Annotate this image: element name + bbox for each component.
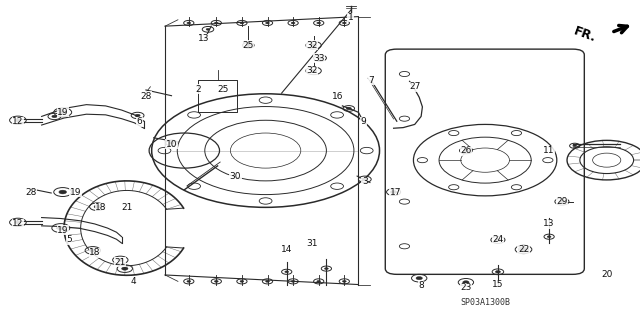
Circle shape <box>240 280 244 282</box>
Text: 18: 18 <box>95 204 107 212</box>
Circle shape <box>559 200 565 203</box>
Text: 31: 31 <box>307 239 318 248</box>
Circle shape <box>214 22 218 24</box>
Circle shape <box>52 115 57 118</box>
Text: 24: 24 <box>492 235 504 244</box>
Circle shape <box>342 280 346 282</box>
Circle shape <box>390 190 397 194</box>
Text: 3: 3 <box>362 177 367 186</box>
Text: 4: 4 <box>131 277 136 286</box>
Circle shape <box>240 22 244 24</box>
Circle shape <box>135 114 140 117</box>
Circle shape <box>317 22 321 24</box>
Text: 22: 22 <box>518 245 529 254</box>
Text: 26: 26 <box>460 146 472 155</box>
Circle shape <box>117 258 124 262</box>
Circle shape <box>495 238 501 241</box>
Text: 12: 12 <box>12 219 24 228</box>
Circle shape <box>547 236 551 238</box>
Circle shape <box>15 119 21 122</box>
Text: 32: 32 <box>307 41 318 50</box>
Circle shape <box>310 44 317 47</box>
Text: 12: 12 <box>12 117 24 126</box>
Circle shape <box>310 69 317 72</box>
Circle shape <box>122 267 128 270</box>
Circle shape <box>362 178 367 181</box>
Circle shape <box>346 107 351 110</box>
Circle shape <box>57 226 65 230</box>
Circle shape <box>324 268 328 270</box>
Text: 33: 33 <box>313 54 324 63</box>
Text: 1: 1 <box>348 13 353 22</box>
Circle shape <box>495 271 500 273</box>
Circle shape <box>463 281 469 284</box>
Text: 11: 11 <box>543 146 555 155</box>
Circle shape <box>416 277 422 280</box>
Text: 30: 30 <box>230 172 241 181</box>
Circle shape <box>214 280 218 282</box>
Text: 21: 21 <box>121 204 132 212</box>
Text: 20: 20 <box>601 271 612 279</box>
Text: 13: 13 <box>543 219 555 228</box>
Circle shape <box>285 271 289 273</box>
Circle shape <box>291 22 295 24</box>
Text: 32: 32 <box>307 66 318 75</box>
Text: 25: 25 <box>243 41 254 50</box>
Text: 23: 23 <box>460 283 472 292</box>
Text: 28: 28 <box>25 188 36 197</box>
Text: 2: 2 <box>196 85 201 94</box>
Circle shape <box>94 205 100 208</box>
Text: 21: 21 <box>115 258 126 267</box>
Text: 25: 25 <box>217 85 228 94</box>
Text: 29: 29 <box>556 197 568 206</box>
Text: 19: 19 <box>57 108 68 117</box>
Circle shape <box>291 280 295 282</box>
Text: 19: 19 <box>57 226 68 235</box>
Text: SP03A1300B: SP03A1300B <box>460 298 510 307</box>
Text: 17: 17 <box>390 188 401 197</box>
Circle shape <box>15 221 21 224</box>
Text: 7: 7 <box>369 76 374 85</box>
Circle shape <box>573 145 577 147</box>
Text: 18: 18 <box>89 248 100 257</box>
Circle shape <box>266 22 269 24</box>
Circle shape <box>317 57 323 59</box>
Text: 27: 27 <box>409 82 420 91</box>
Circle shape <box>520 248 527 251</box>
Circle shape <box>90 249 96 252</box>
Text: 14: 14 <box>281 245 292 254</box>
Text: 13: 13 <box>198 34 209 43</box>
Circle shape <box>169 142 174 144</box>
Circle shape <box>246 44 251 47</box>
Text: 19: 19 <box>70 188 81 197</box>
Circle shape <box>187 22 191 24</box>
Circle shape <box>463 149 468 152</box>
Text: FR.: FR. <box>572 24 598 45</box>
Text: 5: 5 <box>67 235 72 244</box>
Circle shape <box>266 280 269 282</box>
Text: 8: 8 <box>419 281 424 290</box>
Text: 16: 16 <box>332 92 344 101</box>
Text: 28: 28 <box>140 92 152 101</box>
Circle shape <box>59 190 67 194</box>
Text: 10: 10 <box>166 140 177 149</box>
Circle shape <box>206 28 210 30</box>
Circle shape <box>342 22 346 24</box>
Text: 15: 15 <box>492 280 504 289</box>
Circle shape <box>187 280 191 282</box>
Text: 6: 6 <box>137 117 142 126</box>
Circle shape <box>317 280 321 282</box>
Circle shape <box>59 110 67 114</box>
Text: 9: 9 <box>361 117 366 126</box>
